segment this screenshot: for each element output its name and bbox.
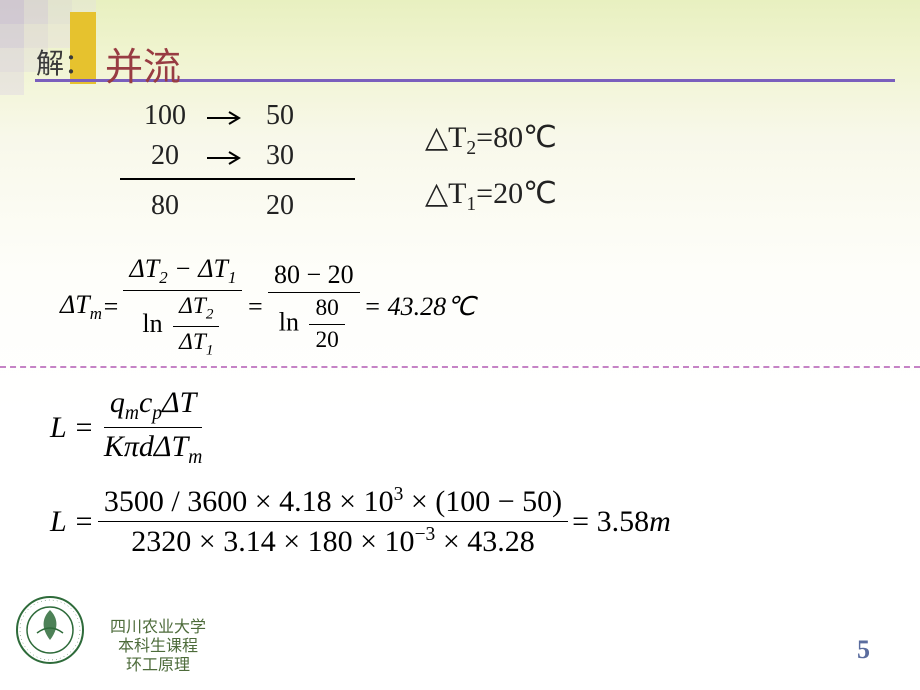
section-divider xyxy=(0,366,920,368)
arrow-icon xyxy=(200,100,250,132)
length-numeric: L = 3500 / 3600 × 4.18 × 103 × (100 − 50… xyxy=(50,484,671,559)
flow-type-title: 并流 xyxy=(105,36,181,91)
cell: 20 xyxy=(130,140,200,172)
university-logo xyxy=(15,595,85,665)
cell: 80 xyxy=(130,190,200,222)
table-row: 20 30 xyxy=(130,136,310,176)
table-row: 80 20 xyxy=(130,186,310,226)
delta-t2-label: △T2=80℃ xyxy=(425,120,557,160)
cell: 50 xyxy=(250,100,310,132)
cell: 30 xyxy=(250,140,310,172)
arrow-icon xyxy=(200,140,250,172)
footer-credit: 四川农业大学 本科生课程 环工原理 xyxy=(110,618,206,676)
cell: 20 xyxy=(250,190,310,222)
cell: 100 xyxy=(130,100,200,132)
lmtd-equation: ΔTm = ΔT2 − ΔT1 ln ΔT2 ΔT1 = 80 − 20 ln … xyxy=(60,254,475,360)
length-formula: L = qmcpΔT KπdΔTm xyxy=(50,386,212,469)
delta-t1-label: △T1=20℃ xyxy=(425,176,557,216)
temperature-diff-row: 80 20 xyxy=(130,186,310,226)
table-divider xyxy=(120,178,355,180)
page-number: 5 xyxy=(857,635,870,665)
table-row: 100 50 xyxy=(130,96,310,136)
temperature-table: 100 50 20 30 xyxy=(130,96,310,176)
solution-label: 解： xyxy=(36,42,92,82)
